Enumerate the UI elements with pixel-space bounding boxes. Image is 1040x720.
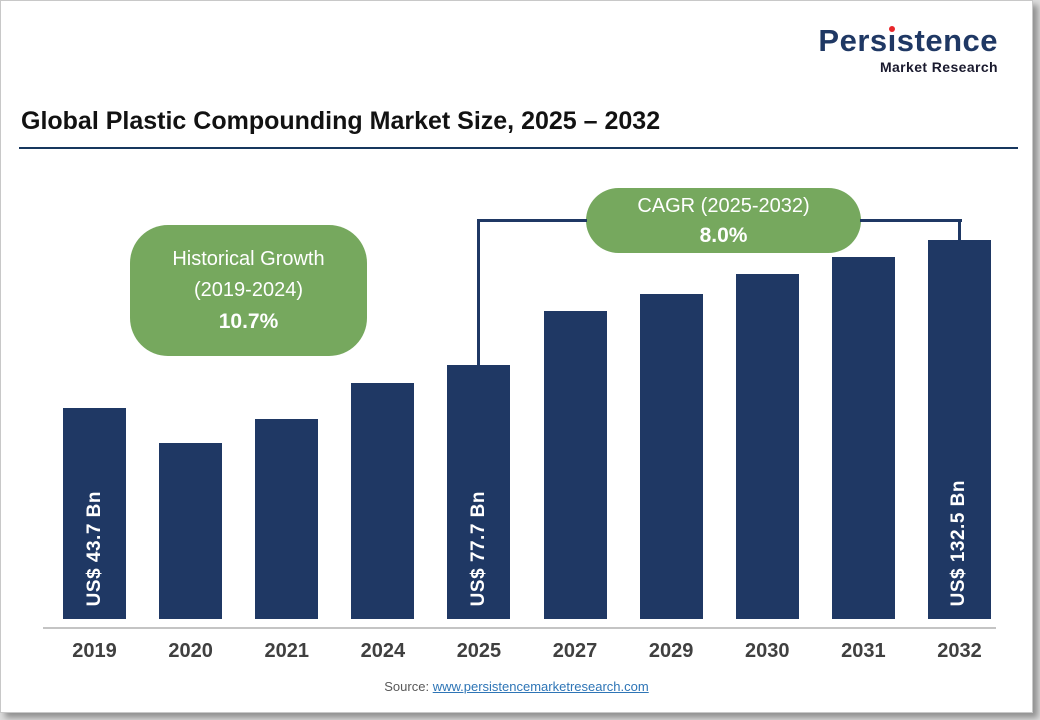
cagr-line1: CAGR (2025-2032): [637, 194, 810, 217]
cagr-callout: CAGR (2025-2032) 8.0%: [586, 188, 861, 253]
bar-2025: US$ 77.7 Bn: [447, 365, 511, 619]
bars: US$ 43.7 Bn US$ 77.7 Bn US$ 132.5 Bn: [63, 219, 991, 619]
cagr-connector-left-horizontal: [477, 219, 587, 222]
x-axis-label-2029: 2029: [648, 640, 694, 662]
historical-growth-line1: Historical Growth: [172, 248, 325, 270]
logo-red-dot-i: ı: [887, 23, 897, 58]
x-axis-label-2019: 2019: [72, 640, 117, 662]
title-underline: [19, 147, 1018, 149]
bar-2021: [255, 419, 319, 619]
page-title: Global Plastic Compounding Market Size, …: [21, 107, 661, 135]
cagr-percentage: 8.0%: [699, 223, 748, 247]
historical-growth-percentage: 10.7%: [218, 310, 279, 333]
cagr-connector-right-vertical: [958, 219, 961, 242]
x-axis-label-2021: 2021: [264, 640, 309, 662]
logo-tagline: Market Research: [879, 58, 998, 75]
bar-2020: [159, 443, 223, 619]
x-axis-label-2027: 2027: [552, 640, 598, 662]
bar-value-label-2019: US$ 43.7 Bn: [83, 490, 105, 606]
bar-2027: [543, 311, 607, 619]
bar-2024: [351, 383, 415, 619]
x-axis-line: [43, 627, 996, 629]
logo: Persıstence Market Research: [818, 23, 998, 75]
year-labels: 2019 2020 2021 2024 2025 2027 2029 2030 2031 2032: [63, 640, 991, 663]
source-link[interactable]: www.persistencemarketresearch.com: [432, 679, 649, 694]
logo-brand-text: Persıstence: [818, 23, 998, 58]
bar-value-label-2032: US$ 132.5 Bn: [948, 479, 970, 606]
bar-2029: [639, 294, 703, 619]
x-axis-label-2032: 2032: [937, 640, 982, 662]
cagr-connector-left-vertical: [477, 219, 480, 375]
x-axis-label-2030: 2030: [745, 640, 790, 662]
source-line: Source: www.persistencemarketresearch.co…: [1, 679, 1032, 694]
bar-value-label-2025: US$ 77.7 Bn: [467, 490, 489, 606]
x-axis-label-2025: 2025: [456, 640, 502, 662]
historical-growth-callout: Historical Growth (2019-2024) 10.7%: [130, 225, 367, 356]
bar-2030: [735, 274, 799, 619]
bar-2032: US$ 132.5 Bn: [927, 240, 991, 619]
bar-2019: US$ 43.7 Bn: [63, 408, 126, 619]
historical-growth-line2: (2019-2024): [194, 279, 303, 301]
x-axis-label-2031: 2031: [841, 640, 886, 662]
source-prefix: Source:: [384, 679, 433, 694]
cagr-connector-right-horizontal: [860, 219, 962, 222]
x-axis-label-2020: 2020: [168, 640, 213, 662]
bar-2031: [831, 257, 895, 619]
x-axis-label-2024: 2024: [360, 640, 406, 662]
